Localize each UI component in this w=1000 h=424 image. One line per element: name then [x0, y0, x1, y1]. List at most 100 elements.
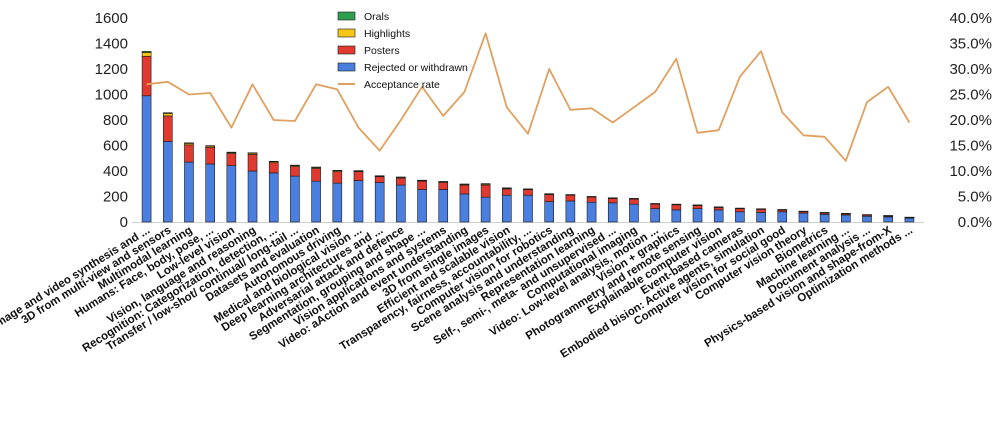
y-axis-left: 0 200 400 600 800 1000 1200 1400 1600 — [95, 10, 128, 231]
bar-segment-orals — [247, 152, 258, 154]
bar-segment-rejected-or-withdrawn — [798, 212, 809, 223]
y-tick-label: 1000 — [95, 87, 128, 104]
bar-segment-orals — [205, 145, 215, 147]
bar-segment-rejected-or-withdrawn — [353, 180, 364, 223]
bar-segment-rejected-or-withdrawn — [523, 194, 533, 223]
bar-segment-orals — [671, 203, 682, 205]
bar-segment-posters — [459, 184, 470, 195]
bar-segment-rejected-or-withdrawn — [438, 189, 449, 223]
bar-segment-posters — [290, 166, 300, 177]
bar-segment-posters — [205, 147, 215, 165]
bar-segment-posters — [629, 198, 639, 205]
bar-segment-rejected-or-withdrawn — [692, 208, 703, 223]
bar-segment-orals — [883, 215, 894, 217]
x-axis-category-labels: Image and video synthesis and ...3D from… — [0, 224, 915, 361]
bar-segment-orals — [904, 216, 915, 218]
bar-segment-orals — [544, 193, 554, 195]
bar-segment-orals — [586, 196, 597, 198]
y-tick-label: 1200 — [95, 61, 128, 78]
bar-segment-posters — [650, 203, 660, 209]
y-tick-label: 200 — [103, 189, 128, 206]
bar-segment-rejected-or-withdrawn — [459, 193, 470, 223]
bar-segment-posters — [268, 162, 279, 174]
bar-segment-rejected-or-withdrawn — [332, 182, 343, 223]
bar-segment-posters — [438, 182, 449, 190]
bars-layer — [132, 51, 924, 223]
bar-segment-rejected-or-withdrawn — [883, 216, 894, 223]
bar-segment-posters — [141, 55, 152, 97]
bar-segment-posters — [311, 168, 321, 182]
bar-segment-orals — [756, 208, 766, 210]
y-axis-right: 0.0% 5.0% 10.0% 15.0% 20.0% 25.0% 30.0% 35.0% 40… — [949, 10, 992, 231]
acceptance-rate-line — [146, 32, 911, 162]
bar-segment-orals — [480, 183, 491, 185]
bar-segment-rejected-or-withdrawn — [205, 163, 215, 223]
y2-tick-label: 0.0% — [958, 214, 992, 231]
y-tick-label: 1600 — [95, 10, 128, 27]
y2-tick-label: 30.0% — [949, 61, 992, 78]
bar-segment-posters — [332, 171, 343, 184]
bar-segment-orals — [735, 207, 745, 209]
bar-segment-rejected-or-withdrawn — [756, 212, 766, 223]
bar-segment-rejected-or-withdrawn — [713, 209, 724, 223]
bar-segment-rejected-or-withdrawn — [904, 217, 915, 223]
bar-segment-posters — [565, 194, 576, 202]
bar-segment-highlights — [162, 113, 173, 117]
bar-segment-posters — [692, 205, 703, 209]
bar-segment-rejected-or-withdrawn — [417, 189, 427, 223]
bar-segment-posters — [671, 204, 682, 211]
legend-label: Posters — [364, 45, 400, 57]
bar-segment-rejected-or-withdrawn — [290, 175, 300, 223]
bar-segment-rejected-or-withdrawn — [480, 196, 491, 223]
bar-segment-posters — [396, 177, 406, 186]
bar-segment-orals — [502, 187, 512, 189]
bar-segment-orals — [565, 194, 576, 196]
bar-segment-orals — [184, 142, 194, 144]
bar-segment-orals — [607, 197, 618, 199]
bar-segment-orals — [141, 51, 152, 53]
legend-label: Acceptance rate — [364, 79, 440, 91]
y-tick-label: 800 — [103, 112, 128, 129]
bar-segment-orals — [713, 206, 724, 208]
bar-segment-orals — [650, 203, 660, 205]
bar-segment-rejected-or-withdrawn — [141, 95, 152, 223]
bar-segment-rejected-or-withdrawn — [162, 141, 173, 223]
legend-label: Highlights — [364, 28, 410, 40]
bar-segment-posters — [523, 189, 533, 196]
bar-segment-orals — [290, 164, 300, 166]
bar-segment-orals — [417, 179, 427, 181]
bar-segment-posters — [735, 208, 745, 213]
bar-segment-rejected-or-withdrawn — [671, 209, 682, 223]
y2-tick-label: 20.0% — [949, 112, 992, 129]
bar-segment-rejected-or-withdrawn — [565, 200, 576, 223]
legend-swatch — [337, 28, 356, 38]
bar-segment-orals — [862, 214, 872, 216]
bar-segment-orals — [819, 212, 830, 214]
bar-segment-orals — [396, 176, 406, 178]
bar-segment-rejected-or-withdrawn — [586, 201, 597, 223]
bar-segment-orals — [798, 210, 809, 212]
bar-segment-posters — [586, 196, 597, 203]
legend: Orals Highlights Posters Rejected or withdr… — [337, 11, 468, 91]
bar-segment-orals — [841, 213, 851, 215]
bar-segment-posters — [417, 180, 427, 190]
bar-segment-orals — [226, 151, 237, 153]
bar-segment-rejected-or-withdrawn — [650, 208, 660, 223]
bar-segment-rejected-or-withdrawn — [374, 182, 385, 223]
y-tick-label: 1400 — [95, 36, 128, 53]
bar-segment-rejected-or-withdrawn — [268, 172, 279, 223]
y-tick-label: 400 — [103, 163, 128, 180]
bar-segment-rejected-or-withdrawn — [396, 184, 406, 223]
bar-segment-posters — [374, 176, 385, 183]
legend-swatch — [337, 45, 356, 55]
bar-segment-orals — [629, 198, 639, 200]
bar-segment-posters — [502, 188, 512, 196]
bar-segment-rejected-or-withdrawn — [607, 202, 618, 223]
y2-tick-label: 40.0% — [949, 10, 992, 27]
bar-segment-orals — [353, 170, 364, 172]
bar-segment-highlights — [141, 52, 152, 57]
bar-segment-rejected-or-withdrawn — [502, 194, 512, 223]
bar-segment-orals — [459, 183, 470, 185]
